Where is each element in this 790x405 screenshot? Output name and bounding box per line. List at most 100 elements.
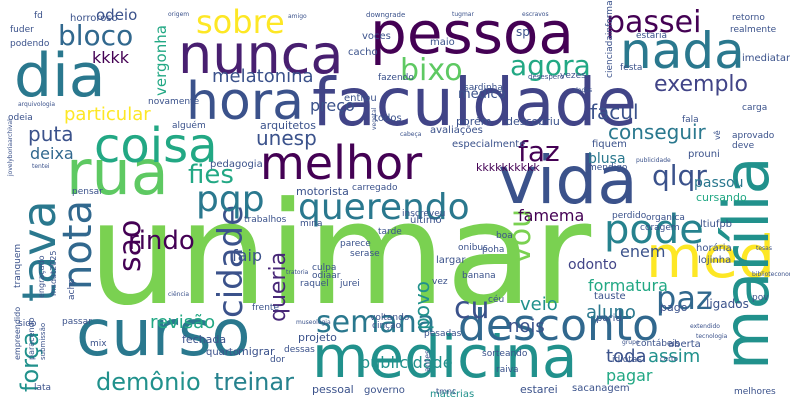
word-sp: voces [362, 31, 391, 42]
word-arquivologia: desespero [528, 73, 565, 81]
word-prouni: prouni [688, 149, 720, 160]
word-poha: boa [496, 231, 513, 241]
word-dessas: dor [270, 355, 285, 365]
word-treinar: treinar [214, 368, 294, 396]
word-pago: pago [660, 301, 688, 314]
word-aberta: aberta [668, 339, 701, 350]
word-ultimo: tarde [378, 227, 402, 237]
word-tarde: novamente [148, 97, 200, 107]
word-unimar: unimar [88, 172, 592, 337]
word-biblioteconomia: museologia [296, 319, 331, 326]
word-paracendo: empreendido [13, 306, 22, 360]
word-carregado: trabalhos [244, 215, 287, 225]
word-kkkkkkkkkk: kkkkkkkkkk [476, 161, 540, 174]
word-ltiufpb: ltiufpb [700, 219, 733, 230]
word-pensar: carregado [352, 183, 398, 193]
word-conseguir: conseguir [608, 120, 706, 144]
word-antes: frente [252, 303, 279, 313]
word-lata: mix [90, 339, 107, 349]
word-pariu: pariu [596, 313, 622, 324]
word-extendido: jovelyboriaarchival [7, 119, 14, 176]
word-horaria: horária [696, 243, 732, 254]
word-especialmente: especialmente [452, 139, 526, 150]
word-puta: puta [28, 122, 74, 146]
word-materias: matérias [430, 389, 475, 400]
word-toda: toda [606, 346, 647, 367]
word-amigo: tugmar [452, 11, 474, 18]
word-organica: organica [646, 213, 685, 223]
word-podendo: fuder [10, 25, 34, 35]
word-mina: inscreveu [402, 209, 446, 219]
word-serase: parece [340, 239, 371, 249]
word-pode: pode [604, 207, 704, 253]
word-festa: cienciadainformacao [605, 0, 615, 78]
word-nota: nota [55, 199, 101, 290]
word-engracado: msdat2025 [49, 250, 58, 296]
word-origem: amigo [288, 13, 307, 20]
word-downgrade: fd [34, 11, 43, 21]
word-pedagogia: pedagogia [210, 159, 263, 170]
word-vez: banana [462, 271, 496, 281]
word-tranquem: passar [62, 317, 92, 327]
word-odeio: odeio [96, 6, 138, 24]
word-vida: vida [498, 142, 638, 219]
word-tmnc: antes [423, 349, 432, 372]
word-culpa: serase [350, 249, 380, 259]
word-dor: céu [488, 295, 505, 305]
word-onibus: poha [482, 245, 505, 255]
word-pov: pov [752, 293, 769, 303]
word-ligados: ligados [706, 297, 749, 311]
word-jovely: escravos [522, 11, 549, 18]
word-querendo: querendo [298, 187, 470, 228]
word-agora: agora [510, 49, 591, 82]
word-tentei: cabeça [400, 131, 422, 138]
word-formatura: formatura [588, 276, 668, 295]
word-enem: enem [620, 242, 666, 261]
word-kkkk: kkkk [92, 48, 130, 67]
word-idiotas: idiotas [612, 355, 642, 365]
word-medico: médico [458, 87, 506, 102]
word-particular: particular [64, 104, 151, 125]
word-acho: pensar [72, 187, 103, 197]
word-desconto: desconto [458, 300, 660, 351]
word-qlqr: qlqr [652, 159, 707, 192]
word-desespero: submissão [39, 322, 47, 360]
word-faculdade: faculdade [312, 64, 637, 141]
word-med: med [646, 223, 775, 291]
word-vergonha: vergonha [152, 25, 170, 96]
word-migrar: migrar [238, 345, 275, 358]
word-tecnologia: arquivologia [18, 101, 56, 108]
word-fuder: horroroso [70, 13, 118, 24]
word-publicidade-small: biblioteconomia [752, 271, 790, 278]
word-museologia: tecnologia [696, 333, 728, 340]
word-novamente: alguém [172, 121, 206, 131]
word-fiquem: fiquem [592, 139, 627, 150]
word-bixo: bixo [400, 53, 463, 88]
word-sardinha: deve [732, 141, 755, 151]
word-pesadas: cinçao [372, 321, 402, 331]
word-arquitetos: arquitetos [260, 119, 316, 132]
word-dia: dia [14, 41, 106, 111]
word-fies: fies [188, 160, 234, 190]
word-raiva: sorteando [482, 349, 528, 359]
word-ciencia: tentei [32, 163, 50, 170]
word-revisao: revisão [150, 312, 216, 333]
word-exemplo: exemplo [654, 72, 748, 97]
word-tugmar: publicidade [636, 157, 671, 164]
word-banana: onibus [458, 243, 488, 253]
word-alguem: odeia [8, 113, 33, 123]
word-estarei: estarei [520, 383, 558, 396]
word-escravos: ciência [168, 291, 190, 298]
word-assim: assim [648, 346, 701, 367]
word-entrou: fazendo [378, 73, 414, 83]
word-bloco: bloco [58, 19, 134, 52]
word-coragem: coragem [640, 223, 680, 233]
word-medicina: medicina [312, 323, 578, 391]
word-nada: nada [620, 22, 745, 80]
word-passou: passou [694, 175, 744, 191]
word-sobre: sobre [196, 3, 285, 41]
word-deixa: deixa [30, 144, 74, 163]
word-cursando: cursando [696, 191, 747, 204]
word-frente: vê [713, 130, 722, 140]
word-certo: tmnc [436, 387, 457, 396]
